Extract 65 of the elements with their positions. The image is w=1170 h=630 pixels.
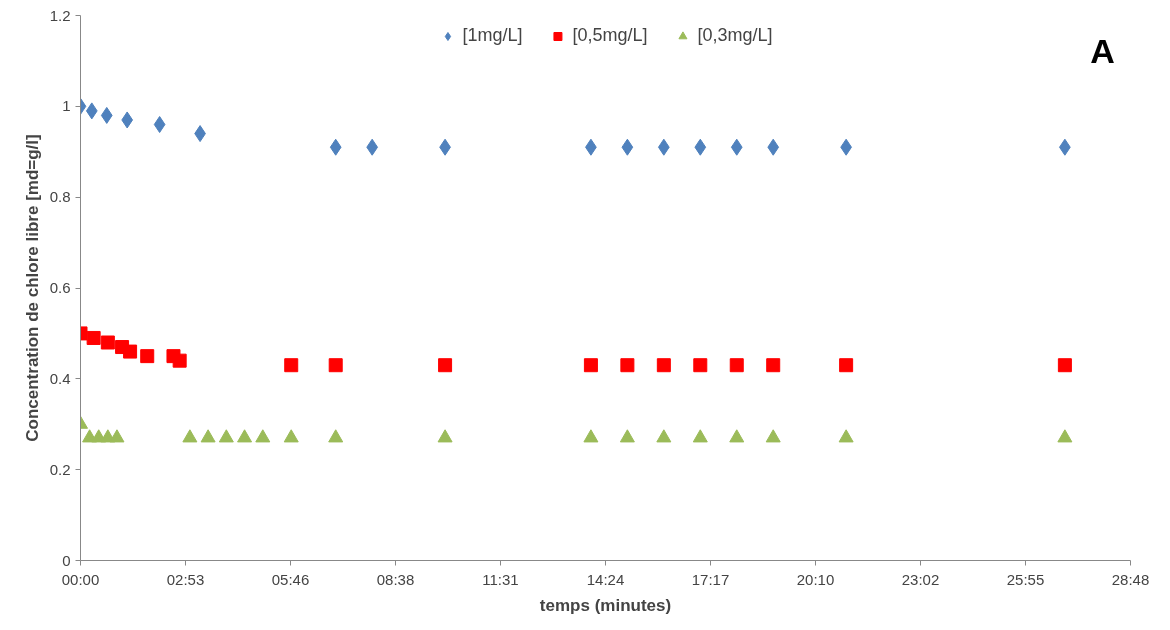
point xyxy=(123,344,138,359)
y-tick-label: 0.4 xyxy=(49,369,71,387)
point xyxy=(438,358,453,373)
point xyxy=(729,429,745,443)
y-tick-label: 1 xyxy=(62,97,71,115)
point xyxy=(85,102,98,120)
point xyxy=(656,429,672,443)
y-tick-label: 1.2 xyxy=(49,6,71,24)
point xyxy=(765,429,781,443)
x-tick-label: 08:38 xyxy=(376,570,415,588)
x-tick-label: 14:24 xyxy=(586,570,625,588)
point xyxy=(237,429,253,443)
point xyxy=(140,349,155,364)
point xyxy=(153,116,166,133)
point xyxy=(172,353,187,368)
point xyxy=(839,358,854,373)
x-tick-label: 11:31 xyxy=(482,570,519,588)
annotation: A xyxy=(1090,32,1115,70)
point xyxy=(100,335,115,350)
x-tick-label: 20:10 xyxy=(796,570,835,588)
point xyxy=(182,429,198,443)
x-tick-label: 17:17 xyxy=(691,570,730,588)
point xyxy=(729,358,744,373)
point xyxy=(109,429,125,443)
y-tick-label: 0.2 xyxy=(49,460,71,478)
point xyxy=(86,330,101,345)
point xyxy=(283,429,299,443)
legend-label: [1mg/L] xyxy=(462,25,523,46)
point xyxy=(284,358,299,373)
point xyxy=(328,429,344,443)
point xyxy=(1057,429,1073,443)
x-tick-label: 05:46 xyxy=(271,570,310,588)
point xyxy=(255,429,271,443)
point xyxy=(100,106,113,124)
point xyxy=(656,358,671,373)
point xyxy=(583,429,599,443)
point xyxy=(694,138,707,156)
point xyxy=(200,429,216,443)
point xyxy=(620,358,635,373)
point xyxy=(621,138,634,156)
x-tick-label: 00:00 xyxy=(61,570,100,588)
y-tick-label: 0.6 xyxy=(49,279,71,296)
point xyxy=(437,429,453,443)
legend-label: [0,3mg/L] xyxy=(697,25,773,46)
point xyxy=(583,358,598,373)
y-tick-label: 0 xyxy=(62,551,71,569)
x-axis-title: temps (minutes) xyxy=(539,595,672,615)
point xyxy=(692,429,708,443)
point xyxy=(329,138,342,156)
x-tick-label: 25:55 xyxy=(1006,570,1045,588)
point xyxy=(328,358,343,373)
y-axis-title: Concentration de chlore libre [md=g/l] xyxy=(22,134,42,442)
point xyxy=(218,429,234,443)
point xyxy=(693,358,708,373)
point xyxy=(838,429,854,443)
point xyxy=(1057,358,1072,373)
legend-label: [0,5mg/L] xyxy=(572,25,648,46)
point xyxy=(730,138,743,156)
point xyxy=(619,429,635,443)
x-tick-label: 28:48 xyxy=(1111,570,1150,588)
point xyxy=(767,138,780,156)
x-tick-label: 23:02 xyxy=(901,570,940,588)
point xyxy=(766,358,781,373)
y-tick-label: 0.8 xyxy=(49,188,71,206)
x-tick-label: 02:53 xyxy=(166,570,205,588)
